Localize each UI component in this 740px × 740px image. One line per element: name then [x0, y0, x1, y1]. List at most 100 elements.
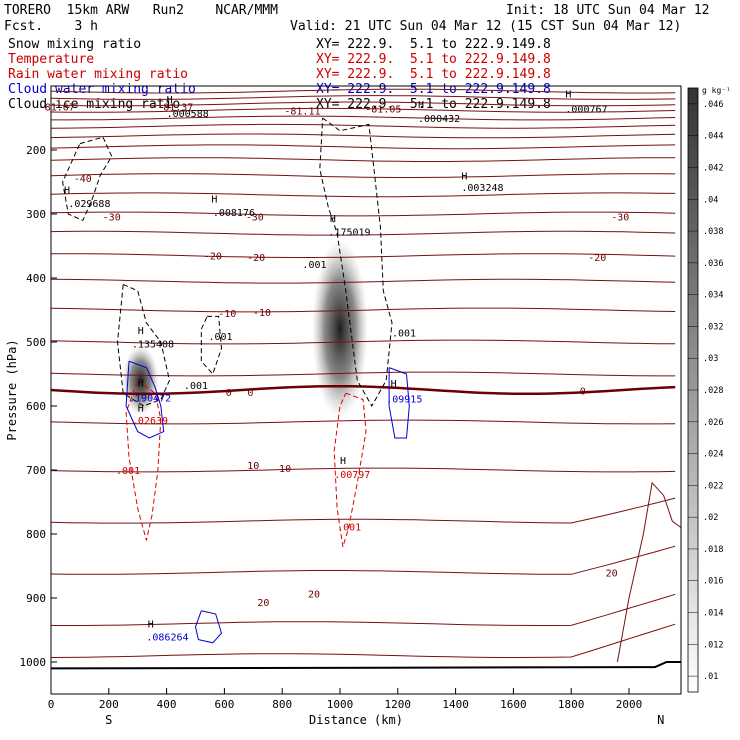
- colorbar-label: .032: [703, 322, 723, 332]
- extremum-high-marker: H: [565, 90, 571, 101]
- extremum-high-marker: H: [167, 95, 173, 106]
- isotherm-label: -81.37: [157, 102, 193, 113]
- field-xy-snow: XY= 222.9. 5.1 to 222.9.149.8: [316, 37, 551, 52]
- extremum-value-label: .135408: [132, 339, 174, 350]
- colorbar-label: .04: [703, 195, 718, 205]
- extremum-value-label: .00797: [334, 470, 370, 481]
- rain-contour-left: [125, 379, 162, 541]
- isotherm-label: -20: [204, 252, 222, 263]
- isotherm-line: [50, 623, 676, 658]
- x-tick-label: 1600: [500, 698, 527, 711]
- isotherm-label: -30: [103, 213, 121, 224]
- isotherm-line: [50, 419, 676, 425]
- isotherm-label: 0: [226, 388, 232, 399]
- surface-pressure-line: [50, 661, 681, 670]
- south-end-label: S: [105, 713, 112, 727]
- x-tick-label: 400: [157, 698, 177, 711]
- extremum-high-marker: H: [418, 100, 424, 111]
- x-axis-label: Distance (km): [309, 713, 403, 727]
- extremum-value-label: .001: [209, 332, 233, 343]
- y-tick-label: 500: [26, 336, 46, 349]
- extremum-value-label: .190472: [129, 394, 171, 405]
- colorbar-label: .03: [703, 354, 718, 364]
- extremum-value-label: .000588: [167, 109, 209, 120]
- isotherm-label: 20: [308, 590, 320, 601]
- colorbar-label: .01: [703, 672, 718, 682]
- isotherm-line: [50, 173, 676, 178]
- field-name-rain: Rain water mixing ratio: [8, 67, 189, 82]
- colorbar-label: .012: [703, 640, 723, 650]
- isotherm-line: [50, 545, 676, 575]
- isotherm-line: [51, 593, 676, 626]
- extremum-value-label: .02639: [132, 416, 168, 427]
- cloud-water-contour-left: [125, 360, 165, 439]
- x-tick-label: 1000: [327, 698, 354, 711]
- isotherm-label: 10: [247, 461, 259, 472]
- isotherm-label: 10: [279, 464, 291, 475]
- x-tick-label: 1800: [558, 698, 585, 711]
- extremum-value-label: .086264: [146, 632, 188, 643]
- x-tick-label: 0: [48, 698, 55, 711]
- x-tick-label: 200: [99, 698, 119, 711]
- isotherm-label: -30: [611, 213, 629, 224]
- field-xy-rain: XY= 222.9. 5.1 to 222.9.149.8: [316, 67, 551, 82]
- y-tick-label: 300: [26, 208, 46, 221]
- extremum-value-label: .001: [392, 328, 416, 339]
- extremum-value-label: .001: [116, 466, 140, 477]
- field-name-temperature: Temperature: [8, 52, 95, 67]
- isotherm-label: -40: [74, 174, 92, 185]
- colorbar-label: .022: [703, 481, 723, 491]
- isotherm-line: [50, 339, 676, 345]
- colorbar-unit: g kg⁻¹: [702, 86, 731, 95]
- isotherm-line: [50, 133, 676, 139]
- x-tick-label: 1400: [442, 698, 469, 711]
- extremum-high-marker: H: [64, 186, 70, 197]
- x-tick-label: 1200: [385, 698, 412, 711]
- isotherm-label: 20: [606, 568, 618, 579]
- extremum-value-label: .000767: [565, 104, 607, 115]
- isotherm-line: [51, 253, 676, 258]
- extremum-value-label: .008176: [213, 208, 255, 219]
- isotherm-label: -30: [246, 213, 264, 224]
- extremum-high-marker: H: [391, 379, 397, 390]
- ice-contour-topleft: [62, 136, 113, 222]
- extremum-value-label: .001: [184, 381, 208, 392]
- plot-frame: [50, 85, 682, 695]
- isotherm-label: -10: [253, 308, 271, 319]
- isotherm-label: -20: [588, 253, 606, 264]
- isotherm-label: -10: [218, 309, 236, 320]
- forecast-time: Fcst. 3 h: [4, 19, 98, 34]
- isotherm-label: -20: [247, 253, 265, 264]
- extremum-high-marker: H: [330, 214, 336, 225]
- colorbar-label: .036: [703, 259, 723, 269]
- extremum-high-marker: H: [211, 195, 217, 206]
- isotherm-line: [50, 192, 676, 198]
- model-title: TORERO 15km ARW Run2 NCAR/MMM: [4, 3, 278, 18]
- colorbar-label: .034: [703, 291, 723, 301]
- x-tick-label: 600: [214, 698, 234, 711]
- isotherm-line: [51, 115, 676, 121]
- colorbar-label: .026: [703, 418, 723, 428]
- freezing-line: [50, 384, 676, 396]
- valid-time: Valid: 21 UTC Sun 04 Mar 12 (15 CST Sun …: [290, 19, 682, 34]
- isotherm-line: [50, 497, 676, 524]
- extremum-value-label: .029688: [68, 199, 110, 210]
- x-tick-label: 2000: [616, 698, 643, 711]
- colorbar-label: .02: [703, 513, 718, 523]
- isotherm-line: [50, 123, 676, 129]
- extremum-value-label: .000432: [418, 114, 460, 125]
- x-tick-label: 800: [272, 698, 292, 711]
- terrain-isotherm: [616, 481, 682, 663]
- isotherm-line: [50, 278, 676, 284]
- isotherm-label: 0: [580, 387, 586, 398]
- colorbar-label: .016: [703, 577, 723, 587]
- y-tick-label: 400: [26, 272, 46, 285]
- isotherm-label: -81.67: [39, 102, 75, 113]
- snow-contour-left: [116, 283, 171, 407]
- extremum-value-label: .001: [337, 522, 361, 533]
- y-tick-label: 600: [26, 400, 46, 413]
- colorbar-label: .028: [703, 386, 723, 396]
- y-tick-label: 700: [26, 464, 46, 477]
- isotherm-line: [50, 95, 676, 100]
- isotherm-line: [50, 101, 676, 107]
